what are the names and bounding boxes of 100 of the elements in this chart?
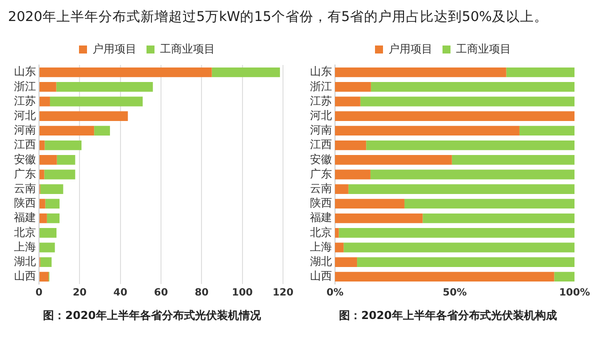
y-tick-label: 云南: [310, 182, 332, 195]
bar: [56, 155, 76, 165]
y-tick-label: 浙江: [310, 80, 332, 93]
bar: [335, 170, 370, 180]
x-tick-label: 50%: [442, 288, 467, 299]
y-tick-label: 江西: [310, 138, 332, 152]
bar: [335, 242, 344, 252]
y-tick-label: 上海: [310, 240, 332, 254]
y-tick-label: 上海: [14, 240, 36, 254]
bar: [335, 126, 520, 136]
bar: [40, 257, 52, 267]
bar: [40, 67, 212, 78]
bar: [40, 170, 44, 180]
y-tick-label: 云南: [14, 182, 36, 195]
x-tick-label: 100: [232, 288, 253, 299]
legend-label: 户用项目: [388, 42, 432, 56]
bar: [40, 96, 50, 106]
y-tick-label: 河南: [310, 124, 332, 137]
bar: [335, 96, 360, 106]
bar: [44, 140, 82, 150]
bar: [360, 96, 575, 106]
bar: [46, 213, 60, 224]
bar: [335, 184, 348, 194]
bar: [335, 272, 554, 282]
text: 图：2020年上半年各省分布式光伏装机构成: [339, 308, 557, 323]
y-tick-label: 安徽: [310, 152, 332, 166]
bar: [506, 67, 575, 78]
bar: [519, 126, 575, 136]
bar: [94, 126, 110, 136]
y-tick-label: 广东: [14, 167, 36, 180]
x-tick-label: 80: [194, 288, 209, 299]
bar: [335, 140, 366, 150]
bar: [40, 155, 57, 165]
bar: [56, 82, 153, 92]
bar: [335, 67, 506, 78]
x-tick-label: 20: [72, 288, 87, 299]
bar: [40, 228, 56, 238]
bar: [44, 170, 76, 180]
bar: [40, 82, 56, 92]
y-tick-label: 湖北: [14, 254, 36, 268]
y-tick-label: 山东: [310, 65, 332, 78]
x-tick-label: 120: [272, 288, 294, 299]
bar: [335, 155, 452, 165]
y-tick-label: 江苏: [310, 94, 332, 108]
bar: [40, 140, 45, 150]
bar: [335, 228, 339, 238]
bar: [40, 184, 64, 194]
bar: [554, 272, 575, 282]
x-tick-label: 100%: [559, 288, 590, 299]
bar: [366, 140, 575, 150]
bar: [40, 111, 128, 121]
bar: [335, 111, 575, 121]
x-tick-label: 60: [154, 288, 168, 299]
bar: [357, 257, 575, 267]
bar: [370, 82, 575, 92]
bar: [40, 272, 49, 282]
y-tick-label: 山西: [14, 270, 36, 283]
y-tick-label: 河北: [14, 108, 36, 122]
chart-title: 2020年上半年分布式新增超过5万kW的15个省份，有5省的户用占比达到50%及以上。: [7, 8, 549, 27]
bar: [212, 67, 280, 78]
bar: [338, 228, 575, 238]
x-tick-label: 0: [36, 288, 43, 299]
bar: [404, 198, 575, 209]
y-tick-label: 北京: [310, 226, 332, 239]
y-tick-label: 湖北: [310, 254, 332, 268]
bar: [40, 242, 55, 252]
y-tick-label: 福建: [310, 211, 332, 224]
bar: [40, 213, 47, 224]
x-tick-label: 40: [113, 288, 128, 299]
text: 图：2020年上半年各省分布式光伏装机情况: [43, 308, 261, 323]
y-tick-label: 山西: [310, 270, 332, 283]
bar: [335, 82, 371, 92]
bar: [344, 242, 575, 252]
y-tick-label: 广东: [310, 167, 332, 180]
y-tick-label: 河北: [310, 108, 332, 122]
y-tick-label: 陕西: [310, 196, 332, 210]
y-tick-label: 江西: [14, 138, 36, 152]
y-tick-label: 河南: [14, 124, 36, 137]
bar: [348, 184, 575, 194]
y-tick-label: 安徽: [14, 152, 36, 166]
bar: [370, 170, 575, 180]
bar: [335, 198, 404, 209]
bar: [45, 198, 60, 209]
legend-label: 户用项目: [92, 42, 136, 56]
y-tick-label: 浙江: [14, 80, 36, 93]
bar: [50, 96, 143, 106]
bar: [40, 198, 46, 209]
y-tick-label: 福建: [14, 211, 36, 224]
y-tick-label: 北京: [14, 226, 36, 239]
legend-label: 工商业项目: [160, 42, 215, 56]
bar: [40, 126, 94, 136]
legend-label: 工商业项目: [456, 42, 511, 56]
y-tick-label: 山东: [14, 65, 36, 78]
bar: [452, 155, 575, 165]
bar: [422, 213, 575, 224]
y-tick-label: 陕西: [14, 196, 36, 210]
y-tick-label: 江苏: [14, 94, 36, 108]
x-tick-label: 0%: [326, 288, 344, 299]
bar: [335, 257, 358, 267]
bar: [335, 213, 423, 224]
